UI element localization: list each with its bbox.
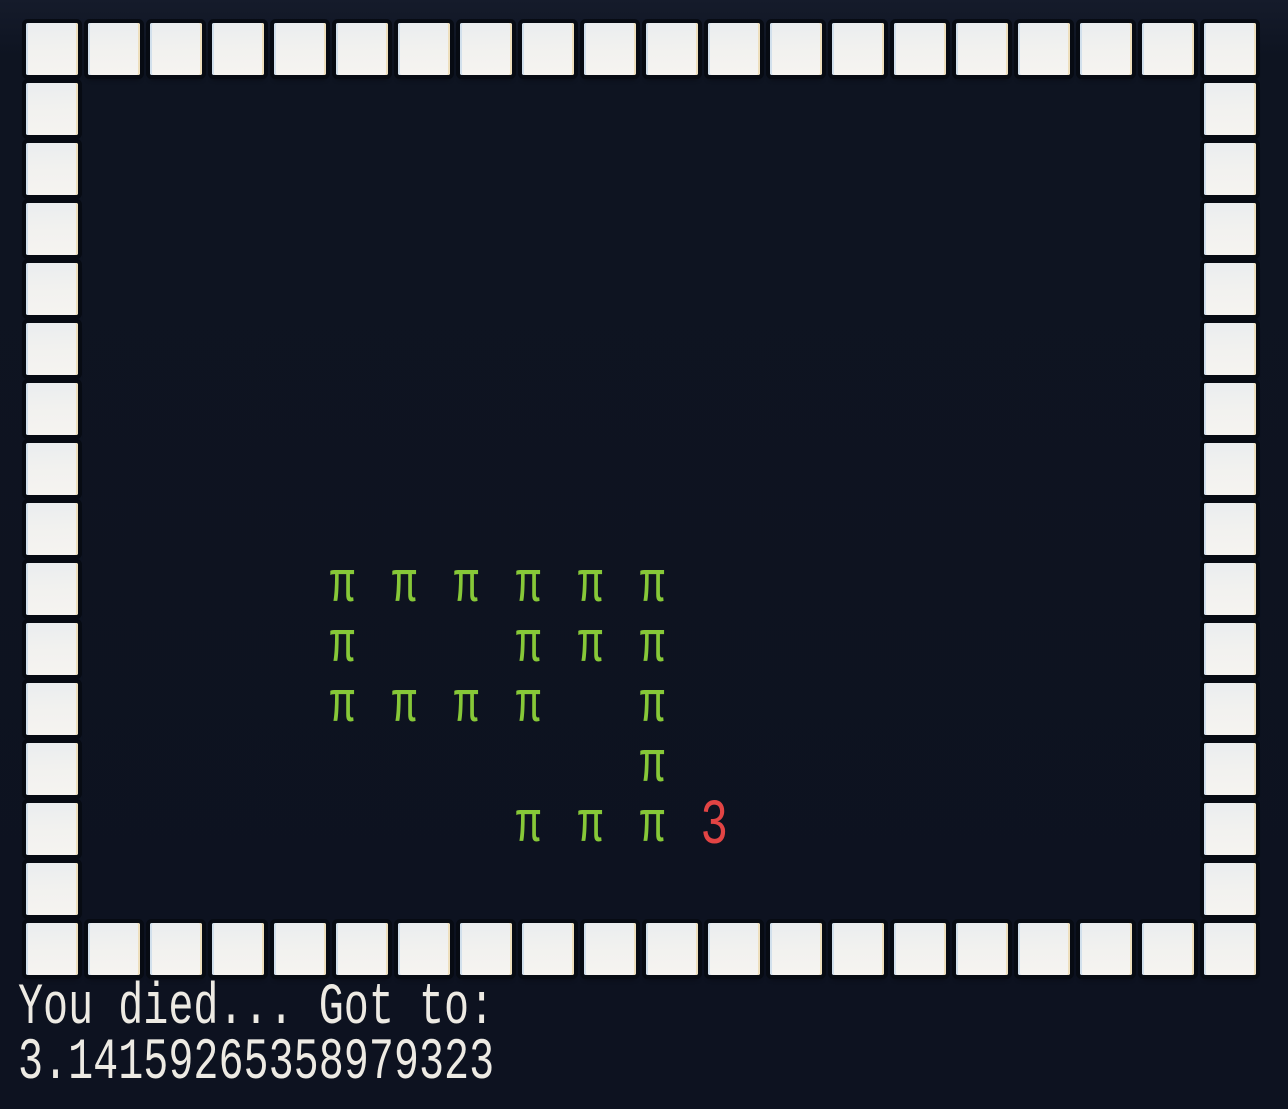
wall-block xyxy=(770,23,822,75)
snake-segment: π xyxy=(515,794,541,859)
wall-block xyxy=(26,863,78,915)
wall-block xyxy=(150,23,202,75)
wall-block xyxy=(26,203,78,255)
wall-block xyxy=(1204,623,1256,675)
wall-block xyxy=(522,23,574,75)
snake-segment: π xyxy=(639,734,665,799)
wall-block xyxy=(26,683,78,735)
wall-block xyxy=(1204,563,1256,615)
wall-block xyxy=(1204,143,1256,195)
wall-block xyxy=(1080,23,1132,75)
wall-block xyxy=(956,23,1008,75)
wall-block xyxy=(212,923,264,975)
wall-block xyxy=(1142,23,1194,75)
wall-block xyxy=(646,23,698,75)
wall-block xyxy=(26,23,78,75)
snake-segment: π xyxy=(329,614,355,679)
snake-segment: π xyxy=(577,794,603,859)
snake-segment: π xyxy=(515,614,541,679)
wall-block xyxy=(708,23,760,75)
wall-block xyxy=(336,923,388,975)
pi-progress: 3.14159265358979323 xyxy=(18,1031,495,1096)
snake-segment: π xyxy=(391,674,417,739)
wall-block xyxy=(274,23,326,75)
wall-block xyxy=(398,923,450,975)
wall-block xyxy=(88,923,140,975)
wall-block xyxy=(1204,503,1256,555)
wall-block xyxy=(26,143,78,195)
wall-block xyxy=(274,923,326,975)
wall-block xyxy=(584,923,636,975)
wall-block xyxy=(770,923,822,975)
wall-block xyxy=(212,23,264,75)
wall-block xyxy=(398,23,450,75)
wall-block xyxy=(1204,83,1256,135)
wall-block xyxy=(26,923,78,975)
wall-block xyxy=(1204,863,1256,915)
snake-segment: π xyxy=(453,674,479,739)
snake-segment: π xyxy=(329,554,355,619)
snake-segment: π xyxy=(329,674,355,739)
death-message: You died... Got to: xyxy=(18,976,495,1041)
wall-block xyxy=(1204,683,1256,735)
wall-block xyxy=(1204,803,1256,855)
snake-segment: π xyxy=(515,674,541,739)
snake-segment: π xyxy=(639,614,665,679)
wall-block xyxy=(1080,923,1132,975)
wall-block xyxy=(1204,203,1256,255)
wall-block xyxy=(26,383,78,435)
wall-block xyxy=(1204,383,1256,435)
wall-block xyxy=(460,23,512,75)
wall-block xyxy=(26,443,78,495)
wall-block xyxy=(26,83,78,135)
snake-segment: π xyxy=(577,554,603,619)
wall-block xyxy=(894,23,946,75)
wall-block xyxy=(956,923,1008,975)
wall-block xyxy=(26,263,78,315)
wall-block xyxy=(1018,923,1070,975)
snake-segment: π xyxy=(515,554,541,619)
wall-block xyxy=(150,923,202,975)
wall-block xyxy=(1018,23,1070,75)
snake-segment: π xyxy=(391,554,417,619)
snake-segment: π xyxy=(453,554,479,619)
food-digit: 3 xyxy=(700,791,728,863)
snake-segment: π xyxy=(639,794,665,859)
wall-block xyxy=(1142,923,1194,975)
wall-block xyxy=(584,23,636,75)
snake-segment: π xyxy=(639,674,665,739)
wall-block xyxy=(832,923,884,975)
wall-block xyxy=(26,623,78,675)
wall-block xyxy=(1204,323,1256,375)
snake-segment: π xyxy=(639,554,665,619)
wall-block xyxy=(894,923,946,975)
snake-segment: π xyxy=(577,614,603,679)
wall-block xyxy=(1204,23,1256,75)
wall-block xyxy=(832,23,884,75)
wall-block xyxy=(26,563,78,615)
wall-block xyxy=(1204,923,1256,975)
wall-block xyxy=(646,923,698,975)
wall-block xyxy=(26,803,78,855)
wall-block xyxy=(522,923,574,975)
wall-block xyxy=(1204,443,1256,495)
wall-block xyxy=(26,323,78,375)
wall-block xyxy=(26,743,78,795)
wall-block xyxy=(88,23,140,75)
wall-block xyxy=(708,923,760,975)
wall-block xyxy=(1204,263,1256,315)
wall-block xyxy=(336,23,388,75)
wall-block xyxy=(1204,743,1256,795)
wall-block xyxy=(26,503,78,555)
wall-block xyxy=(460,923,512,975)
